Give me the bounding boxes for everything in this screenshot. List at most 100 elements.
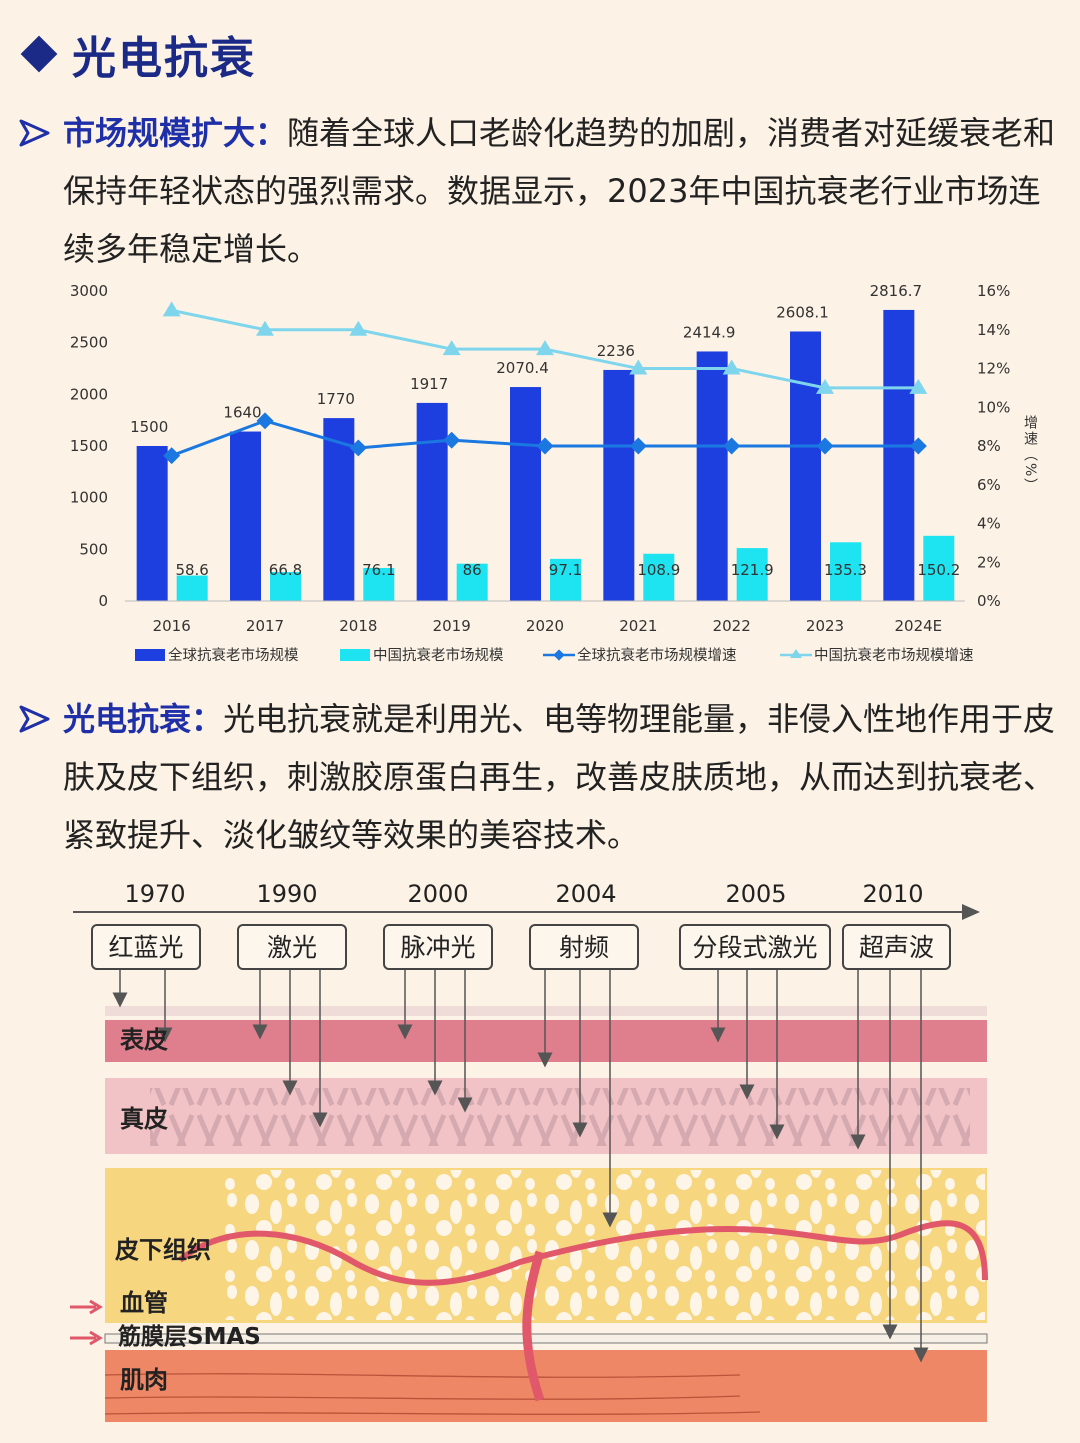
- legend-marker: [553, 649, 565, 661]
- y2-tick-label: 4%: [977, 515, 1001, 533]
- bar-china: [176, 575, 208, 601]
- x-tick-label: 2024E: [895, 617, 943, 635]
- y-tick-label: 2500: [70, 334, 108, 352]
- y2-tick-label: 16%: [977, 282, 1010, 300]
- y2-tick-label: 14%: [977, 321, 1010, 339]
- epidermis-layer: [105, 1020, 987, 1062]
- timeline-years: 1970 1990 2000 2004 2005 2010: [124, 880, 923, 908]
- layer-label-subcutaneous: 皮下组织: [115, 1236, 211, 1264]
- data-label-china: 86: [463, 561, 482, 579]
- legend-marker: [790, 649, 802, 658]
- data-label-global: 1917: [410, 375, 448, 393]
- fat-cells: [225, 1170, 985, 1320]
- bar-global: [790, 331, 821, 601]
- point-global-growth: [349, 439, 367, 457]
- technology-box: [529, 924, 639, 970]
- x-tick-label: 2020: [526, 617, 564, 635]
- y2-tick-label: 0%: [977, 592, 1001, 610]
- point-china-growth: [722, 359, 741, 375]
- bar-china: [643, 553, 675, 601]
- data-label-global: 1500: [130, 418, 168, 436]
- y-tick-label: 1500: [70, 437, 108, 455]
- technology-label: 分段式激光: [692, 933, 817, 962]
- muscle-layer: [105, 1350, 987, 1422]
- data-label-global: 1770: [317, 390, 355, 408]
- point-china-growth: [442, 340, 461, 356]
- blood-vessel: [178, 1220, 988, 1286]
- point-china-growth: [536, 340, 554, 356]
- x-tick-label: 2021: [619, 617, 657, 635]
- point-china-growth: [256, 320, 274, 336]
- bar-global: [883, 309, 915, 601]
- bar-global: [323, 418, 355, 601]
- smas-layer: [104, 1333, 988, 1344]
- point-global-growth: [909, 437, 927, 455]
- y-tick-label: 0: [98, 592, 108, 610]
- data-label-china: 76.1: [362, 561, 395, 579]
- section-body: 随着全球人口老龄化趋势的加剧，消费者对延缓衰老和保持年轻状态的强烈需求。数据显示…: [63, 114, 1056, 268]
- bar-global: [230, 431, 261, 601]
- technology-label: 激光: [267, 933, 317, 962]
- legend-label: 中国抗衰老市场规模: [373, 647, 504, 664]
- page-title: 光电抗衰: [72, 33, 256, 84]
- technology-label: 红蓝光: [108, 933, 183, 962]
- data-label-china: 97.1: [549, 561, 582, 579]
- blood-vessel-branch: [522, 1250, 545, 1402]
- y2-tick-label: 2%: [977, 553, 1001, 571]
- data-label-china: 135.3: [824, 561, 867, 579]
- x-axis: 2016 2017 2018 2019 2020 2021 2022 2023 2024E: [125, 600, 965, 635]
- point-china-growth: [349, 320, 368, 336]
- y2-tick-label: 12%: [977, 360, 1010, 378]
- section-text: 市场规模扩大：随着全球人口老龄化趋势的加剧，消费者对延缓衰老和保持年轻状态的强烈…: [63, 104, 1063, 278]
- layer-label-muscle: 肌肉: [120, 1366, 168, 1394]
- legend-label: 全球抗衰老市场规模增速: [577, 646, 737, 664]
- point-china-growth: [816, 378, 834, 394]
- point-china-growth: [162, 301, 181, 317]
- skin-layer-diagram: 1970 1990 2000 2004 2005 2010 红蓝光 激光 脉冲光 射频 分段式激光…: [70, 880, 988, 1422]
- bar-global: [510, 387, 541, 601]
- vessel-pointer-icon: [70, 1299, 103, 1315]
- data-label-global: 2070.4: [496, 359, 549, 377]
- data-label-global: 2414.9: [683, 323, 736, 341]
- bar-china: [456, 563, 488, 601]
- bar-china: [736, 548, 768, 601]
- bar-china: [550, 558, 581, 601]
- technology-label: 射频: [559, 933, 609, 962]
- right-axis: 0% 2% 4% 6% 8% 10% 12% 14% 16%: [977, 282, 1010, 610]
- timeline-year: 1990: [256, 880, 317, 908]
- bar-china: [830, 542, 861, 601]
- chevron-right-icon: [19, 705, 50, 733]
- data-label-china: 58.6: [175, 561, 208, 579]
- point-global-growth: [816, 437, 834, 455]
- y-tick-label: 1000: [70, 489, 108, 507]
- y2-axis-label: 增速（%）: [1022, 415, 1038, 494]
- technology-box: [91, 924, 201, 970]
- point-global-growth: [629, 437, 647, 455]
- bar-china: [363, 567, 395, 601]
- x-tick-label: 2019: [433, 617, 471, 635]
- section-keyword: 光电抗衰：: [63, 700, 224, 738]
- timeline-year: 2005: [725, 880, 786, 908]
- timeline-year: 1970: [124, 880, 185, 908]
- layer-label-vessel: 血管: [120, 1289, 168, 1317]
- data-label-china: 121.9: [731, 561, 774, 579]
- legend-label: 中国抗衰老市场规模增速: [814, 647, 974, 664]
- x-tick-label: 2017: [246, 617, 284, 635]
- lines-layer: [162, 301, 928, 465]
- muscle-fibers: [104, 1373, 761, 1415]
- technology-box: [237, 924, 347, 970]
- x-tick-label: 2023: [806, 617, 844, 635]
- y-tick-label: 2000: [70, 385, 108, 403]
- data-label-global: 2608.1: [776, 303, 829, 321]
- bar-global: [416, 402, 448, 601]
- x-tick-label: 2018: [339, 617, 377, 635]
- dermis-fibers: [150, 1088, 970, 1146]
- chart-legend: 全球抗衰老市场规模 中国抗衰老市场规模 全球抗衰老市场规模增速 中国抗衰老市场规模增速: [135, 646, 974, 664]
- section-body: 光电抗衰就是利用光、电等物理能量，非侵入性地作用于皮肤及皮下组织，刺激胶原蛋白再…: [63, 700, 1056, 854]
- bars-layer: 1500 58.6 1640 66.8 1770 76.1 1917 86 2070.4 97.1…: [130, 282, 960, 601]
- data-label-china: 108.9: [637, 561, 680, 579]
- epidermis-top-strip: [105, 1006, 987, 1016]
- technology-boxes: 红蓝光 激光 脉冲光 射频 分段式激光 超声波: [91, 924, 951, 970]
- point-global-growth: [256, 412, 274, 430]
- point-global-growth: [163, 447, 181, 465]
